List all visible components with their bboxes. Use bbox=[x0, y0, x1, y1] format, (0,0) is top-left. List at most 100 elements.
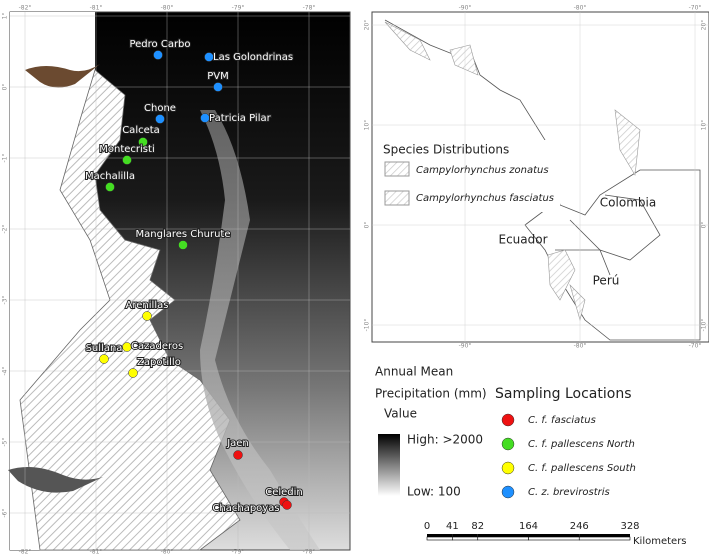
site-marker bbox=[138, 137, 148, 147]
graticule-label: -5° bbox=[2, 438, 9, 447]
scale-unit: Kilometers bbox=[633, 536, 687, 547]
site-marker bbox=[122, 342, 132, 352]
country-label: Perú bbox=[593, 274, 620, 288]
site-marker bbox=[200, 113, 210, 123]
legend-marker bbox=[501, 461, 515, 475]
inset-map: Species Distributions Campylorhynchus zo… bbox=[364, 5, 709, 350]
site-label: PVM bbox=[207, 71, 229, 82]
graticule-label: -78° bbox=[303, 549, 316, 554]
site-marker bbox=[142, 311, 152, 321]
graticule-label: -79° bbox=[232, 5, 245, 12]
scale-segment bbox=[452, 536, 479, 541]
graticule-label: 0° bbox=[364, 222, 371, 229]
graticule-label: -90° bbox=[459, 343, 472, 350]
sampling-legend: Sampling Locations C. f. fasciatus C. f. … bbox=[495, 386, 636, 499]
legend-swatch bbox=[384, 161, 410, 177]
inset-graticule: -90° -90° -80° -80° -70° -70° 20° 20° 10° 10° 0° 0°… bbox=[364, 5, 709, 350]
site-marker bbox=[213, 82, 223, 92]
scale-label: 0 bbox=[424, 521, 430, 532]
site-marker bbox=[99, 354, 109, 364]
scale-segment bbox=[426, 536, 453, 541]
site-label: Machalilla bbox=[85, 171, 135, 182]
scale-label: 82 bbox=[471, 521, 484, 532]
legend-title: Precipitation (mm) bbox=[375, 387, 487, 401]
graticule-label: -80° bbox=[161, 549, 174, 554]
site-marker bbox=[204, 52, 214, 62]
site-marker bbox=[105, 182, 115, 192]
legend-marker bbox=[501, 485, 515, 499]
site-label: Manglares Churute bbox=[136, 229, 231, 240]
legend-label: C. f. fasciatus bbox=[528, 415, 596, 426]
graticule-label: 20° bbox=[701, 20, 708, 31]
graticule-label: 0° bbox=[2, 84, 9, 91]
legend-title: Sampling Locations bbox=[495, 386, 632, 402]
site-marker bbox=[233, 450, 243, 460]
species-legend-title: Species Distributions bbox=[383, 143, 509, 157]
graticule-label: -80° bbox=[574, 5, 587, 12]
site-label: Montecristi bbox=[99, 144, 154, 155]
graticule-label: -79° bbox=[232, 549, 245, 554]
site-label: Chone bbox=[144, 103, 176, 114]
scale-segment bbox=[477, 536, 529, 541]
site-label: Zapotillo bbox=[137, 357, 181, 368]
site-marker bbox=[128, 368, 138, 378]
legend-subtitle: Value bbox=[384, 407, 417, 421]
scale-segment bbox=[477, 534, 529, 537]
graticule-label: -2° bbox=[2, 225, 9, 234]
graticule-label: 1° bbox=[2, 13, 9, 20]
borders bbox=[555, 194, 661, 276]
legend-swatch bbox=[384, 190, 410, 206]
graticule-label: -80° bbox=[161, 5, 174, 12]
country-label: Colombia bbox=[600, 196, 656, 210]
site-marker bbox=[153, 50, 163, 60]
site-label: Patricia Pilar bbox=[209, 113, 272, 124]
scale-label: 164 bbox=[519, 521, 538, 532]
site-marker bbox=[282, 500, 292, 510]
legend-gradient bbox=[378, 434, 400, 496]
fasciatus-range bbox=[547, 249, 586, 322]
legend-low: Low: 100 bbox=[407, 485, 461, 499]
scale-segment bbox=[452, 534, 478, 537]
graticule-label: 0° bbox=[701, 222, 708, 229]
site-marker bbox=[155, 114, 165, 124]
graticule-label: -78° bbox=[303, 5, 316, 12]
scale-bar: Kilometers 0 41 82 164 246 328 bbox=[424, 521, 687, 547]
graticule-label: 20° bbox=[364, 20, 371, 31]
scale-segment bbox=[528, 534, 580, 537]
legend-marker bbox=[501, 437, 515, 451]
site-label: Celedin bbox=[265, 487, 303, 498]
site-label: Pedro Carbo bbox=[129, 39, 190, 50]
site-label: Arenillas bbox=[126, 300, 169, 311]
graticule-label: -1° bbox=[2, 154, 9, 163]
graticule-label: -82° bbox=[19, 5, 32, 12]
legend-marker bbox=[501, 413, 515, 427]
graticule-label: -10° bbox=[364, 319, 371, 332]
bird-illustration bbox=[8, 466, 103, 493]
scale-label: 41 bbox=[446, 521, 459, 532]
country-label: Ecuador bbox=[498, 233, 547, 247]
graticule-label: -90° bbox=[459, 5, 472, 12]
site-label: Cazaderos bbox=[131, 341, 183, 352]
graticule-label: -82° bbox=[19, 549, 32, 554]
scale-segment bbox=[578, 536, 631, 541]
graticule-label: -70° bbox=[689, 5, 702, 12]
species-legend-item: Campylorhynchus zonatus bbox=[416, 165, 549, 176]
legend-label: C. f. pallescens South bbox=[528, 463, 636, 474]
graticule-label: -10° bbox=[701, 319, 708, 332]
site-marker bbox=[178, 240, 188, 250]
graticule-label: 10° bbox=[701, 120, 708, 131]
scale-segment bbox=[579, 534, 630, 537]
site-label: Chachapoyas bbox=[212, 503, 279, 514]
legend-high: High: >2000 bbox=[407, 433, 483, 447]
site-label: Calceta bbox=[122, 125, 160, 136]
andes bbox=[200, 110, 320, 550]
legend-label: C. z. brevirostris bbox=[528, 487, 610, 498]
zonatus-range bbox=[384, 21, 641, 176]
site-marker bbox=[122, 155, 132, 165]
site-label: Sullana bbox=[86, 343, 123, 354]
site-label: Las Golondrinas bbox=[213, 52, 293, 63]
precipitation-legend: Annual Mean Precipitation (mm) Value Hig… bbox=[375, 365, 487, 499]
graticule-label: -81° bbox=[90, 549, 103, 554]
scale-label: 246 bbox=[570, 521, 589, 532]
